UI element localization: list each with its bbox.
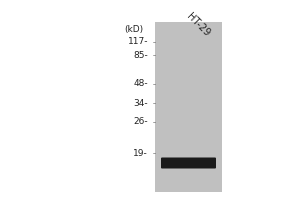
Text: 117-: 117- <box>128 38 148 46</box>
Text: 48-: 48- <box>134 79 148 88</box>
Bar <box>155 22 222 192</box>
FancyBboxPatch shape <box>161 158 216 168</box>
Text: (kD): (kD) <box>124 25 143 34</box>
Text: 85-: 85- <box>133 50 148 60</box>
Text: 19-: 19- <box>133 148 148 158</box>
Text: 34-: 34- <box>134 98 148 108</box>
Text: 26-: 26- <box>134 117 148 127</box>
Text: HT-29: HT-29 <box>185 11 212 38</box>
